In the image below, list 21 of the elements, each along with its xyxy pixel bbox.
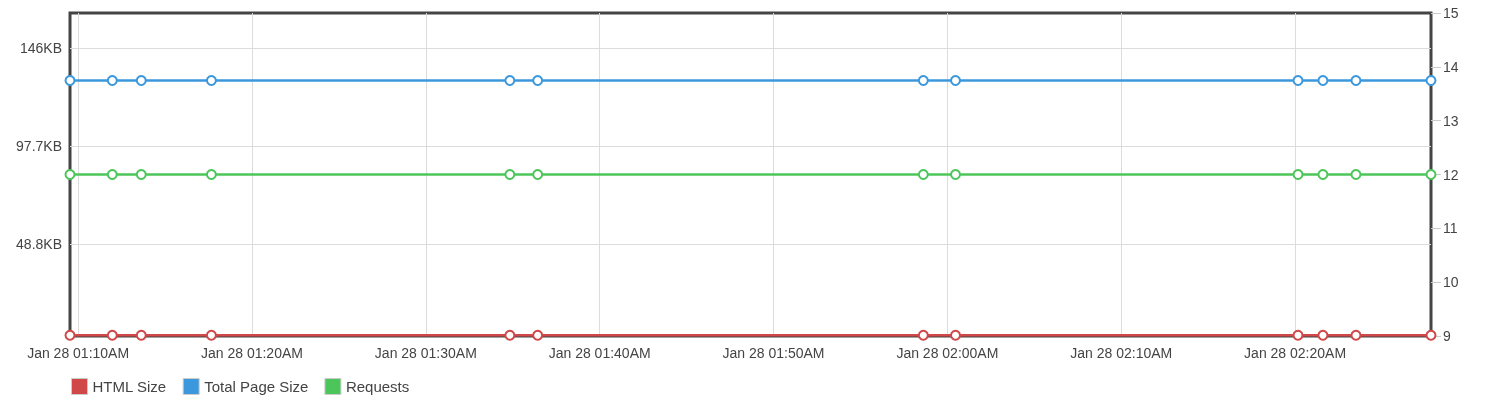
y2-tick-label: 14 [1443,58,1459,75]
legend-label: Total Page Size [204,378,309,395]
x-tick-label: Jan 28 01:30AM [374,345,477,361]
y2-tick-label: 9 [1443,328,1451,344]
x-tick-label: Jan 28 01:10AM [27,345,130,361]
y2-tick-label: 13 [1443,112,1459,129]
legend-label: HTML Size [92,378,167,395]
x-tick-label: Jan 28 02:10AM [1070,345,1173,361]
x-tick-label: Jan 28 01:20AM [200,345,303,361]
x-tick-label: Jan 28 02:20AM [1244,345,1347,361]
y-tick-label: 146KB [19,40,62,57]
legend-label: Requests [345,378,410,395]
y2-tick-label: 10 [1443,274,1459,291]
y-tick-label: 48.8KB [16,236,62,253]
y2-tick-label: 15 [1443,5,1459,21]
x-tick-label: Jan 28 02:00AM [896,345,999,361]
y2-tick-label: 12 [1443,166,1459,183]
x-tick-label: Jan 28 01:40AM [548,345,651,361]
y-tick-label: 97.7KB [16,138,62,155]
y2-tick-label: 11 [1443,220,1458,237]
x-tick-label: Jan 28 01:50AM [722,345,825,361]
